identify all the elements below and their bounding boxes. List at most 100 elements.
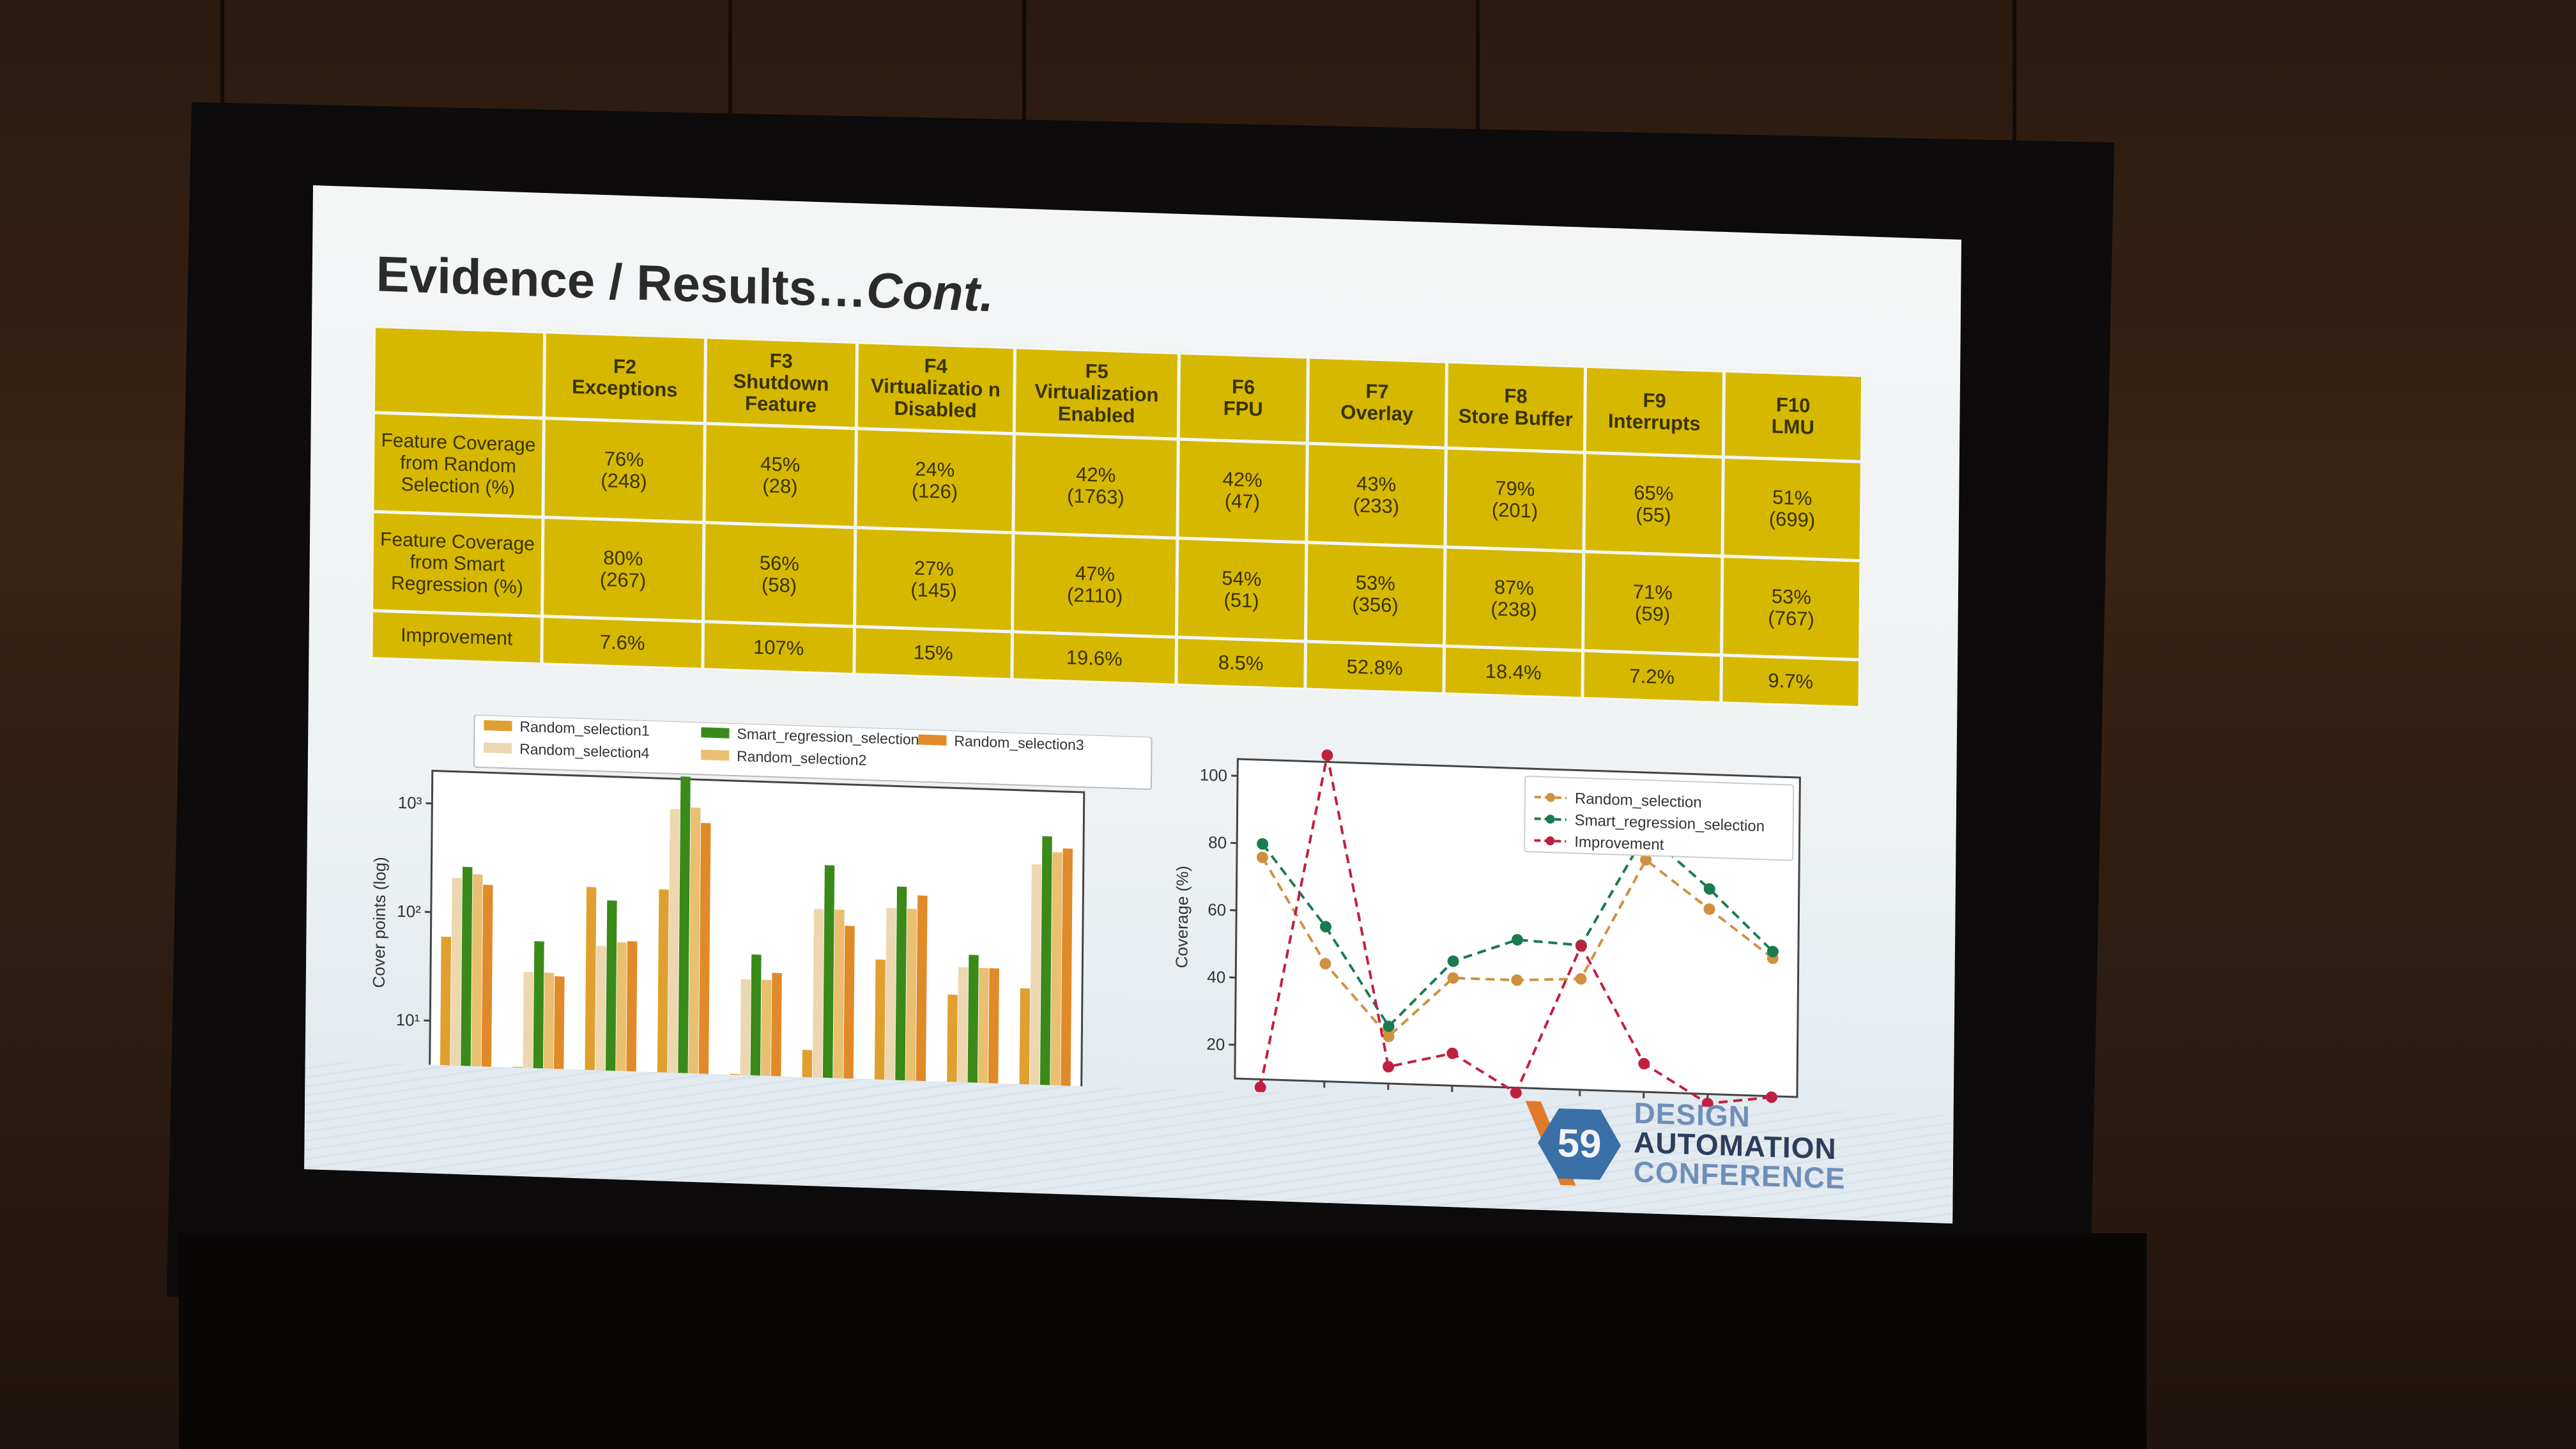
table-cell: 47% (2110) — [1012, 532, 1177, 638]
bar — [657, 889, 669, 1085]
table-cell-value: (55) — [1636, 503, 1671, 527]
legend-swatch — [701, 749, 730, 761]
table-cell: 107% — [702, 621, 855, 675]
table-cell-value: 19.6% — [1066, 646, 1123, 671]
bar — [843, 925, 855, 1092]
table-header-f3: F3 Shutdown Feature — [705, 337, 857, 429]
table-cell-value: (238) — [1491, 597, 1537, 622]
table-header-f4: F4 Virtualizatio n Disabled — [856, 342, 1015, 434]
table-cell: 52.8% — [1305, 641, 1445, 694]
dac-logo-text: DESIGN AUTOMATION CONFERENCE — [1633, 1096, 1846, 1195]
legend-swatch — [918, 734, 947, 746]
table-cell-value: 18.4% — [1485, 659, 1542, 684]
y-tick-label: 10² — [397, 901, 421, 921]
data-point — [1256, 851, 1268, 863]
data-point — [1767, 946, 1779, 958]
slide-title: Evidence / Results…Cont. — [376, 245, 993, 323]
bar — [688, 807, 701, 1087]
legend-swatch — [701, 727, 730, 739]
table-row-label: Improvement — [371, 610, 542, 664]
bar — [760, 979, 772, 1089]
presentation-slide: Evidence / Results…Cont. F2 Exceptions F3 S… — [304, 185, 1961, 1224]
bar — [770, 972, 782, 1089]
table-header-f2: F2 Exceptions — [544, 332, 706, 424]
table-cell-value: (233) — [1353, 493, 1400, 518]
table-cell: 76% (248) — [542, 418, 705, 523]
bar — [461, 866, 473, 1079]
table-cell-value: (248) — [601, 468, 647, 493]
table-cell: 7.6% — [541, 616, 703, 670]
data-point — [1446, 1047, 1459, 1059]
legend-box — [1524, 775, 1795, 861]
chart-legend: Random_selection1Random_selection4Smart_… — [473, 714, 1153, 790]
table-header-f5: F5 Virtualization Enabled — [1014, 347, 1179, 440]
legend-marker — [1545, 793, 1555, 802]
table-cell-value: (59) — [1634, 602, 1671, 626]
bar — [884, 908, 896, 1093]
table-cell-value: 52.8% — [1346, 655, 1403, 680]
bar — [905, 908, 917, 1094]
legend-label: Improvement — [1574, 833, 1664, 854]
table-cell: 27% (145) — [854, 527, 1013, 632]
table-header-name: Overlay — [1340, 401, 1414, 425]
bar — [895, 886, 907, 1093]
dac-logo-line3: CONFERENCE — [1633, 1154, 1846, 1195]
table-header-f8: F8 Store Buffer — [1446, 362, 1586, 453]
data-point — [1638, 1057, 1650, 1070]
table-cell: 79% (201) — [1445, 448, 1585, 552]
table-cell-value: (201) — [1491, 498, 1538, 523]
bar — [916, 895, 928, 1094]
y-tick-label: 60 — [1208, 900, 1226, 919]
data-point — [1320, 921, 1332, 933]
table-cell: 9.7% — [1721, 655, 1860, 708]
data-point — [1640, 854, 1652, 866]
y-axis-label: Cover points (log) — [369, 857, 390, 988]
table-cell: 54% (51) — [1176, 538, 1307, 641]
dac-logo: 59 DESIGN AUTOMATION CONFERENCE — [1538, 1095, 1871, 1195]
data-point — [1447, 972, 1459, 984]
slide-title-main: Evidence / Results… — [376, 245, 867, 318]
y-tick-label: 20 — [1206, 1034, 1225, 1054]
table-row-label: Feature Coverage from Random Selection (… — [372, 412, 544, 518]
table-cell-value: 9.7% — [1768, 669, 1814, 693]
table-header-name: LMU — [1771, 415, 1815, 439]
table-cell-value: (145) — [910, 578, 957, 602]
table-cell-value: (356) — [1352, 592, 1399, 617]
table-header-f7: F7 Overlay — [1307, 356, 1447, 448]
table-cell: 18.4% — [1443, 646, 1583, 699]
data-point — [1319, 958, 1331, 970]
data-point — [1257, 838, 1269, 850]
data-point — [1254, 1081, 1266, 1093]
table-cell-value: (267) — [599, 567, 647, 592]
dac-logo-number: 59 — [1538, 1108, 1621, 1181]
bar — [822, 865, 835, 1091]
bar — [750, 954, 762, 1089]
table-corner-cell — [373, 326, 545, 418]
table-header-name: FPU — [1223, 397, 1263, 421]
table-cell-value: (58) — [761, 573, 797, 597]
table-cell: 87% (238) — [1444, 547, 1584, 651]
bar — [481, 884, 493, 1080]
bar — [698, 822, 711, 1087]
legend-box — [473, 714, 1153, 790]
bar — [740, 979, 751, 1088]
bar — [1061, 848, 1073, 1099]
table-cell: 71% (59) — [1583, 551, 1722, 656]
table-cell-value: (47) — [1224, 489, 1261, 514]
data-point — [1383, 1061, 1395, 1073]
data-point — [1383, 1031, 1395, 1043]
wall-panel-seam — [2012, 0, 2016, 211]
y-tick-label: 10¹ — [396, 1010, 420, 1030]
bar — [667, 809, 680, 1086]
data-point — [1703, 903, 1715, 915]
table-cell-value: 107% — [753, 635, 804, 660]
bar — [678, 776, 691, 1086]
slide-title-italic: Cont. — [866, 261, 994, 323]
bar — [626, 941, 638, 1085]
bar — [1019, 988, 1031, 1098]
table-cell-value: (51) — [1223, 588, 1259, 613]
table-header-name: Virtualizatio n Disabled — [870, 374, 1000, 422]
data-point — [1575, 940, 1587, 952]
bar — [1050, 852, 1062, 1098]
